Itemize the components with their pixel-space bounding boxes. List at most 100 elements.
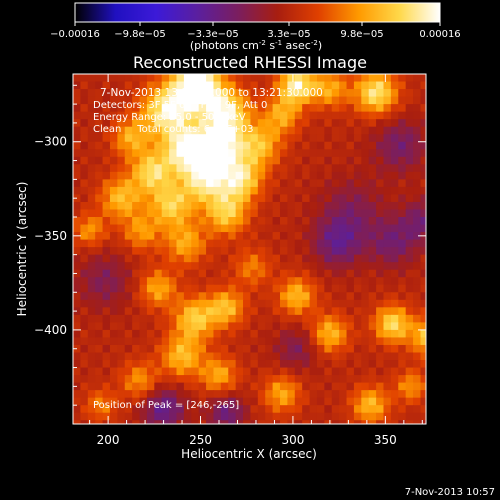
heatmap-cell [183, 344, 192, 354]
heatmap-cell [287, 111, 296, 120]
heatmap-cell [420, 74, 426, 83]
heatmap-cell [353, 171, 362, 180]
heatmap-cell [265, 96, 274, 105]
heatmap-cell [169, 194, 178, 203]
heatmap-cell [398, 428, 406, 436]
heatmap-cell [361, 224, 370, 233]
heatmap-cell [117, 382, 126, 391]
heatmap-cell [154, 412, 163, 421]
heatmap-cell [368, 81, 377, 90]
heatmap-cell [220, 239, 229, 248]
heatmap-cell [183, 360, 192, 369]
heatmap-cell [331, 149, 340, 158]
heatmap-cell [279, 412, 288, 421]
heatmap-cell [339, 164, 348, 173]
heatmap-cell [302, 74, 311, 83]
heatmap-cell [287, 179, 296, 188]
colorbar [74, 2, 441, 23]
heatmap-cell [87, 232, 96, 241]
heatmap-cell [316, 375, 325, 384]
heatmap-cell [368, 390, 377, 399]
heatmap-cell [428, 74, 436, 82]
heatmap-cell [390, 307, 399, 316]
heatmap-cell [213, 239, 222, 248]
heatmap-cell [213, 352, 222, 361]
heatmap-cell [176, 284, 185, 293]
heatmap-cell [124, 209, 133, 218]
heatmap-cell [405, 164, 414, 173]
heatmap-cell [250, 164, 259, 173]
heatmap-cell [132, 352, 141, 361]
heatmap-cell [95, 262, 104, 271]
heatmap-cell [361, 119, 370, 128]
heatmap-cell [243, 89, 252, 98]
heatmap-cell [257, 247, 266, 256]
heatmap-cell [124, 299, 133, 308]
heatmap-cell [176, 360, 185, 369]
heatmap-cell [302, 412, 311, 421]
heatmap-cell [102, 111, 111, 120]
heatmap-cell [294, 156, 303, 165]
heatmap-cell [324, 209, 333, 218]
heatmap-cell [398, 367, 407, 376]
heatmap-cell [428, 292, 436, 300]
heatmap-cell [302, 390, 311, 399]
heatmap-cell [213, 164, 222, 173]
heatmap-cell [102, 217, 111, 226]
heatmap-cell [73, 74, 81, 83]
heatmap-cell [294, 262, 303, 271]
heatmap-cell [428, 270, 436, 278]
heatmap-cell [139, 239, 148, 248]
heatmap-cell [235, 96, 244, 105]
heatmap-cell [390, 232, 399, 241]
heatmap-cell [279, 284, 288, 293]
heatmap-cell [139, 111, 148, 120]
heatmap-cell [250, 232, 259, 241]
heatmap-cell [353, 247, 362, 256]
heatmap-cell [383, 254, 392, 263]
heatmap-cell [390, 239, 399, 248]
heatmap-cell [102, 292, 111, 301]
heatmap-cell [272, 149, 281, 158]
heatmap-cell [109, 247, 118, 256]
heatmap-cell [353, 314, 362, 323]
heatmap-cell [390, 314, 399, 323]
heatmap-cell [243, 217, 252, 226]
heatmap-cell [405, 89, 414, 98]
heatmap-cell [147, 428, 155, 436]
heatmap-cell [154, 360, 163, 369]
heatmap-cell [117, 412, 126, 421]
heatmap-cell [405, 179, 414, 188]
heatmap-cell [124, 277, 133, 286]
heatmap-cell [228, 428, 236, 436]
heatmap-cell [324, 428, 332, 436]
heatmap-cell [265, 344, 274, 354]
heatmap-cell [198, 171, 207, 180]
heatmap-cell [102, 141, 111, 150]
heatmap-cell [287, 337, 296, 346]
heatmap-cell [265, 186, 274, 196]
heatmap-cell [198, 277, 207, 286]
heatmap-cell [339, 269, 348, 278]
heatmap-cell [250, 201, 259, 211]
heatmap-cell [235, 314, 244, 323]
heatmap-cell [250, 186, 259, 196]
heatmap-cell [228, 367, 237, 376]
heatmap-cell [109, 89, 118, 98]
heatmap-cell [176, 269, 185, 278]
y-tick-label: −300 [34, 135, 67, 149]
heatmap-cell [258, 428, 266, 436]
heatmap-cell [213, 96, 222, 105]
heatmap-cell [309, 314, 318, 323]
heatmap-cell [87, 201, 96, 211]
heatmap-cell [346, 232, 355, 241]
heatmap-cell [198, 74, 207, 83]
heatmap-cell [398, 81, 407, 90]
heatmap-cell [139, 209, 148, 218]
heatmap-cell [228, 149, 237, 158]
heatmap-cell [176, 171, 185, 180]
heatmap-cell [420, 89, 426, 98]
heatmap-cell [405, 126, 414, 135]
heatmap-cell [361, 89, 370, 98]
heatmap-cell [287, 375, 296, 384]
